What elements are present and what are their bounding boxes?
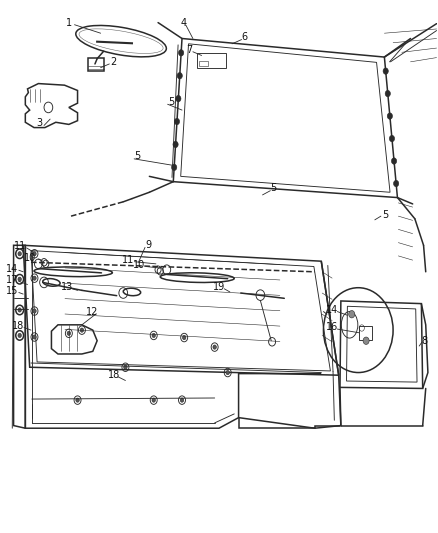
Text: 13: 13 bbox=[60, 281, 73, 292]
Text: 4: 4 bbox=[180, 18, 187, 28]
Text: 11: 11 bbox=[14, 241, 26, 252]
Circle shape bbox=[33, 276, 36, 280]
Circle shape bbox=[18, 333, 21, 337]
Circle shape bbox=[67, 331, 71, 335]
Text: 10: 10 bbox=[133, 261, 145, 270]
Circle shape bbox=[392, 158, 397, 164]
Circle shape bbox=[172, 164, 177, 171]
Circle shape bbox=[385, 91, 390, 97]
Circle shape bbox=[383, 68, 389, 74]
Circle shape bbox=[152, 398, 155, 402]
Text: 15: 15 bbox=[6, 286, 18, 296]
Circle shape bbox=[76, 398, 79, 402]
Text: 10: 10 bbox=[24, 253, 36, 263]
Circle shape bbox=[389, 135, 395, 142]
Circle shape bbox=[226, 370, 230, 375]
Text: 17: 17 bbox=[6, 274, 18, 285]
Circle shape bbox=[349, 311, 355, 318]
Circle shape bbox=[18, 252, 21, 256]
Text: 14: 14 bbox=[326, 305, 338, 315]
Text: 5: 5 bbox=[270, 183, 276, 193]
Circle shape bbox=[18, 308, 21, 312]
Circle shape bbox=[152, 333, 155, 337]
Text: 6: 6 bbox=[241, 33, 247, 43]
Circle shape bbox=[213, 345, 216, 349]
Text: 8: 8 bbox=[421, 336, 427, 346]
Text: 16: 16 bbox=[326, 322, 338, 333]
Circle shape bbox=[363, 337, 369, 344]
Circle shape bbox=[176, 95, 181, 102]
Text: 5: 5 bbox=[134, 151, 140, 161]
Circle shape bbox=[387, 113, 392, 119]
Text: 7: 7 bbox=[186, 45, 193, 55]
Circle shape bbox=[180, 398, 184, 402]
Circle shape bbox=[174, 118, 180, 125]
Text: 12: 12 bbox=[86, 306, 98, 317]
Text: 3: 3 bbox=[37, 118, 43, 128]
Text: 1: 1 bbox=[66, 18, 72, 28]
Text: 5: 5 bbox=[168, 97, 174, 107]
Circle shape bbox=[33, 309, 36, 313]
Circle shape bbox=[183, 335, 186, 340]
Circle shape bbox=[179, 50, 184, 56]
Text: 19: 19 bbox=[213, 281, 225, 292]
Circle shape bbox=[173, 141, 178, 148]
Text: 5: 5 bbox=[382, 209, 389, 220]
Text: 18: 18 bbox=[108, 370, 120, 379]
Text: 18: 18 bbox=[12, 321, 24, 331]
Circle shape bbox=[393, 180, 399, 187]
Circle shape bbox=[33, 335, 36, 339]
Circle shape bbox=[80, 328, 84, 332]
Circle shape bbox=[33, 252, 36, 256]
Text: 9: 9 bbox=[145, 240, 152, 251]
Text: 11: 11 bbox=[121, 255, 134, 265]
Text: 2: 2 bbox=[110, 57, 117, 67]
Circle shape bbox=[177, 72, 182, 79]
Circle shape bbox=[18, 277, 21, 281]
Circle shape bbox=[124, 365, 127, 369]
Text: 14: 14 bbox=[6, 264, 18, 273]
